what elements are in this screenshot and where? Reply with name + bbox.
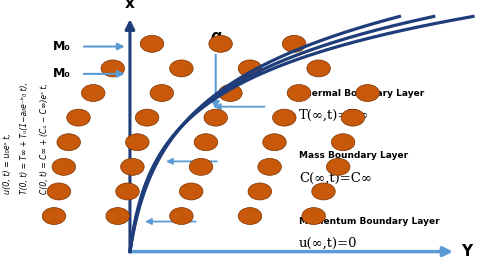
Ellipse shape	[120, 158, 144, 175]
Ellipse shape	[262, 134, 286, 151]
Ellipse shape	[326, 158, 350, 175]
Ellipse shape	[194, 134, 218, 151]
Ellipse shape	[136, 109, 159, 126]
Ellipse shape	[52, 158, 76, 175]
Ellipse shape	[307, 60, 330, 77]
Ellipse shape	[101, 60, 124, 77]
Text: g: g	[210, 29, 221, 44]
Text: u(0, t) = u₀eˢ t,: u(0, t) = u₀eˢ t,	[3, 133, 12, 194]
Text: u(∞,t)=0: u(∞,t)=0	[299, 237, 358, 250]
Ellipse shape	[170, 208, 193, 225]
Ellipse shape	[238, 60, 262, 77]
Ellipse shape	[189, 158, 213, 175]
Ellipse shape	[170, 60, 193, 77]
Ellipse shape	[282, 35, 306, 52]
Ellipse shape	[272, 109, 296, 126]
Text: T(0, t) = T∞ + Tᵤ(1−a₀e⁻ᵇ₀ t),: T(0, t) = T∞ + Tᵤ(1−a₀e⁻ᵇ₀ t),	[20, 82, 29, 194]
Ellipse shape	[126, 134, 149, 151]
Ellipse shape	[258, 158, 281, 175]
Ellipse shape	[209, 35, 233, 52]
Text: M₀: M₀	[54, 68, 71, 80]
Ellipse shape	[42, 208, 66, 225]
Ellipse shape	[332, 134, 355, 151]
Ellipse shape	[218, 85, 242, 102]
Ellipse shape	[82, 85, 105, 102]
Ellipse shape	[312, 183, 336, 200]
Ellipse shape	[341, 109, 364, 126]
Ellipse shape	[47, 183, 70, 200]
Ellipse shape	[204, 109, 228, 126]
Text: Thermal Boundary Layer: Thermal Boundary Layer	[299, 88, 424, 98]
Ellipse shape	[116, 183, 140, 200]
Text: Mass Boundary Layer: Mass Boundary Layer	[299, 151, 408, 160]
Ellipse shape	[57, 134, 80, 151]
Text: Y: Y	[460, 244, 472, 259]
Text: C(0, t) = C∞ + (Cᵤ − C∞)eˢ t,: C(0, t) = C∞ + (Cᵤ − C∞)eˢ t,	[40, 83, 48, 194]
Text: T(∞,t)=T∞: T(∞,t)=T∞	[299, 109, 369, 121]
Text: x: x	[125, 0, 135, 11]
Ellipse shape	[106, 208, 130, 225]
Ellipse shape	[140, 35, 164, 52]
Ellipse shape	[248, 183, 272, 200]
Ellipse shape	[180, 183, 203, 200]
Ellipse shape	[302, 208, 326, 225]
Ellipse shape	[287, 85, 311, 102]
Text: M₀: M₀	[54, 40, 71, 53]
Text: C(∞,t)=C∞: C(∞,t)=C∞	[299, 171, 372, 184]
Text: Momentum Boundary Layer: Momentum Boundary Layer	[299, 217, 440, 226]
Ellipse shape	[66, 109, 90, 126]
Ellipse shape	[356, 85, 380, 102]
Ellipse shape	[150, 85, 174, 102]
Ellipse shape	[238, 208, 262, 225]
